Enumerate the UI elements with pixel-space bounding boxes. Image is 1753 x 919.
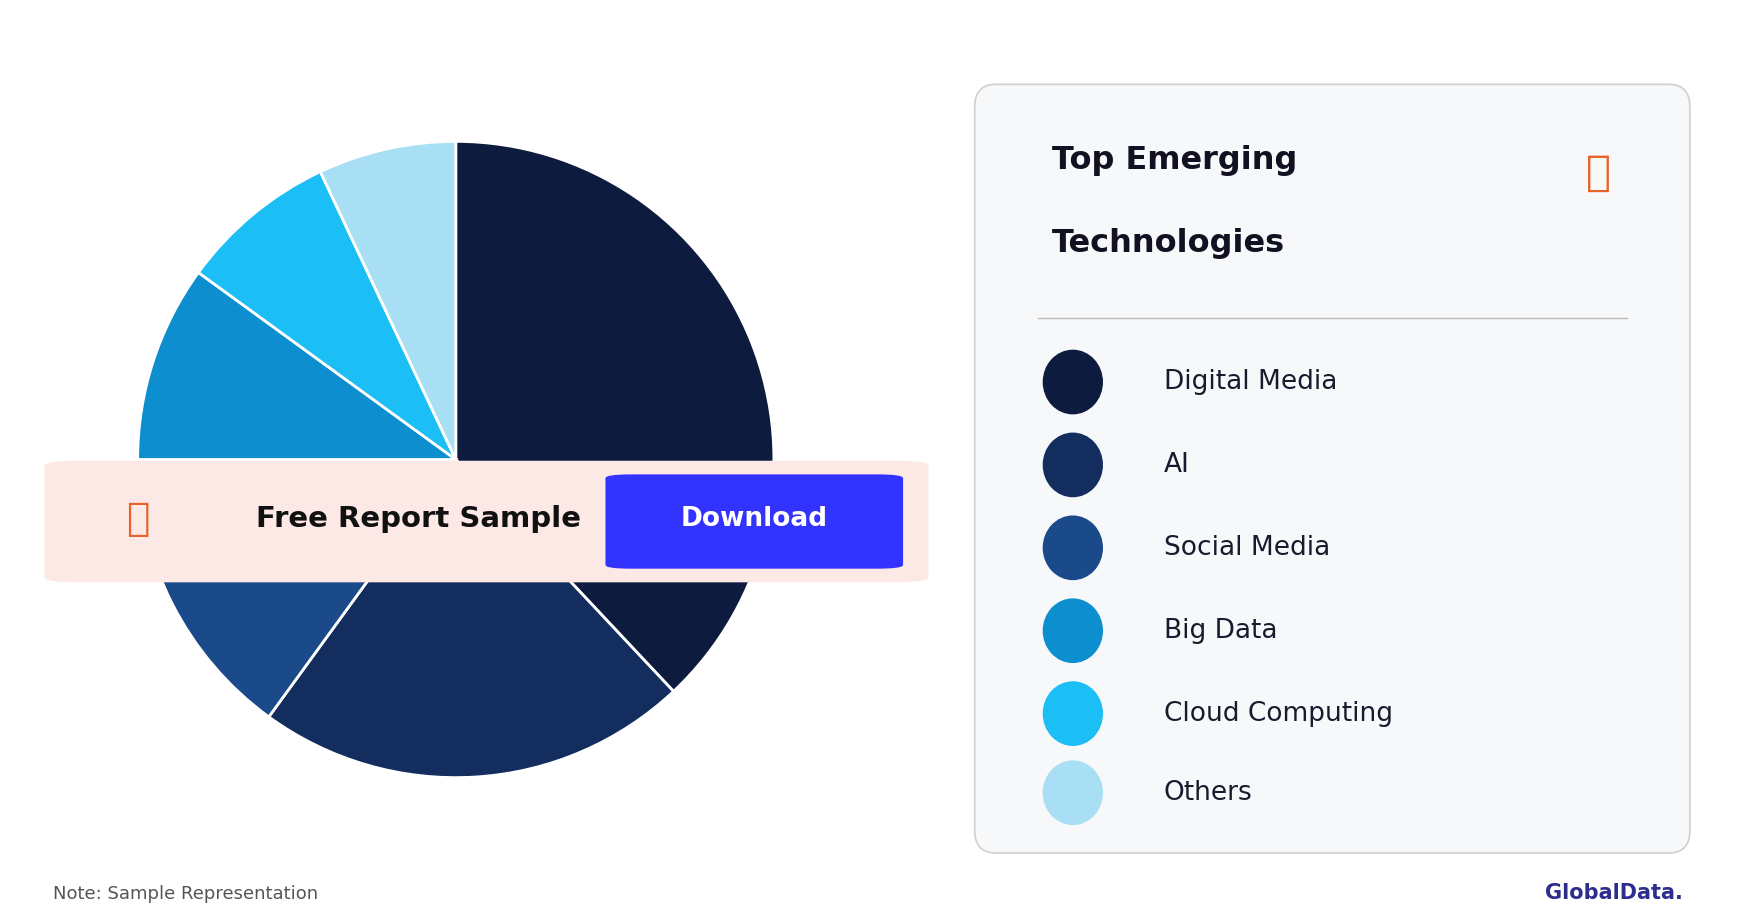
Text: Download: Download: [680, 506, 827, 532]
Text: Note: Sample Representation: Note: Sample Representation: [53, 885, 317, 902]
Text: 🔒: 🔒: [126, 500, 149, 538]
Circle shape: [1043, 433, 1103, 496]
Wedge shape: [138, 273, 456, 460]
Wedge shape: [138, 460, 456, 717]
Text: AI: AI: [1164, 452, 1190, 478]
Wedge shape: [198, 172, 456, 460]
Text: Big Data: Big Data: [1164, 618, 1278, 643]
Circle shape: [1043, 599, 1103, 663]
Text: GlobalData.: GlobalData.: [1544, 883, 1683, 902]
Wedge shape: [456, 142, 773, 691]
FancyBboxPatch shape: [44, 460, 929, 583]
FancyBboxPatch shape: [605, 474, 903, 569]
Text: Social Media: Social Media: [1164, 535, 1331, 561]
Circle shape: [1043, 350, 1103, 414]
Text: Top Emerging: Top Emerging: [1052, 144, 1297, 176]
FancyBboxPatch shape: [975, 85, 1690, 853]
Wedge shape: [321, 142, 456, 460]
Circle shape: [1043, 682, 1103, 745]
Text: Free Report Sample: Free Report Sample: [256, 505, 580, 533]
Text: Cloud Computing: Cloud Computing: [1164, 700, 1394, 727]
Circle shape: [1043, 516, 1103, 580]
Text: Others: Others: [1164, 779, 1253, 806]
Text: 🔒: 🔒: [1586, 153, 1611, 194]
Wedge shape: [268, 460, 673, 777]
Text: Technologies: Technologies: [1052, 228, 1285, 258]
Text: Digital Media: Digital Media: [1164, 369, 1338, 395]
Circle shape: [1043, 761, 1103, 824]
